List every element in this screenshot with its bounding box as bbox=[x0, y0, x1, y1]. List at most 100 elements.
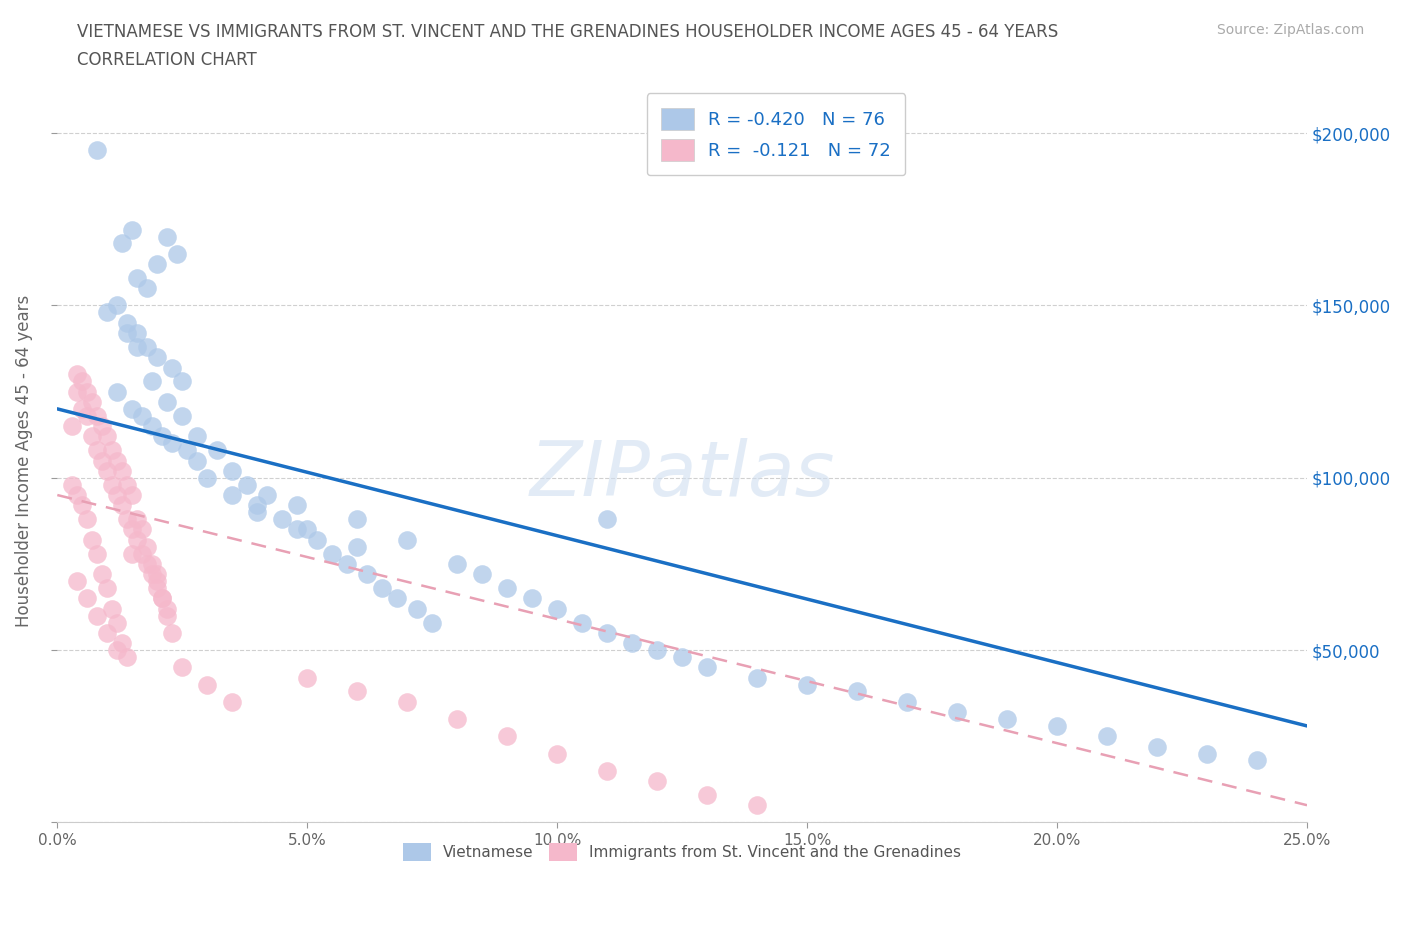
Point bbox=[546, 602, 568, 617]
Point bbox=[446, 711, 468, 726]
Point bbox=[105, 643, 128, 658]
Point bbox=[522, 591, 544, 605]
Point bbox=[66, 487, 89, 502]
Point bbox=[96, 305, 118, 320]
Point bbox=[1095, 729, 1118, 744]
Point bbox=[117, 649, 139, 664]
Text: CORRELATION CHART: CORRELATION CHART bbox=[77, 51, 257, 69]
Point bbox=[91, 418, 114, 433]
Text: Source: ZipAtlas.com: Source: ZipAtlas.com bbox=[1216, 23, 1364, 37]
Point bbox=[60, 418, 83, 433]
Point bbox=[127, 326, 149, 340]
Point bbox=[946, 705, 969, 720]
Point bbox=[66, 367, 89, 382]
Point bbox=[346, 684, 368, 699]
Point bbox=[117, 477, 139, 492]
Point bbox=[156, 608, 179, 623]
Point bbox=[156, 229, 179, 244]
Point bbox=[406, 602, 429, 617]
Point bbox=[131, 522, 153, 537]
Point bbox=[186, 453, 208, 468]
Point bbox=[346, 512, 368, 526]
Point bbox=[420, 615, 443, 630]
Point bbox=[596, 764, 619, 778]
Point bbox=[96, 463, 118, 478]
Point bbox=[221, 695, 243, 710]
Point bbox=[1246, 753, 1268, 768]
Point bbox=[172, 374, 194, 389]
Point bbox=[150, 591, 173, 605]
Point bbox=[346, 539, 368, 554]
Point bbox=[221, 463, 243, 478]
Point bbox=[596, 626, 619, 641]
Point bbox=[307, 532, 329, 547]
Point bbox=[186, 429, 208, 444]
Point bbox=[121, 546, 143, 561]
Point bbox=[72, 498, 94, 512]
Point bbox=[76, 408, 98, 423]
Point bbox=[76, 512, 98, 526]
Point bbox=[82, 429, 104, 444]
Point bbox=[846, 684, 869, 699]
Point bbox=[121, 222, 143, 237]
Point bbox=[271, 512, 294, 526]
Point bbox=[156, 602, 179, 617]
Point bbox=[207, 443, 229, 458]
Point bbox=[111, 236, 134, 251]
Point bbox=[136, 339, 159, 354]
Point bbox=[221, 487, 243, 502]
Point bbox=[285, 522, 308, 537]
Point bbox=[162, 626, 184, 641]
Point bbox=[596, 512, 619, 526]
Text: ZIPatlas: ZIPatlas bbox=[530, 438, 835, 512]
Point bbox=[1195, 746, 1218, 761]
Point bbox=[127, 532, 149, 547]
Point bbox=[546, 746, 568, 761]
Text: VIETNAMESE VS IMMIGRANTS FROM ST. VINCENT AND THE GRENADINES HOUSEHOLDER INCOME : VIETNAMESE VS IMMIGRANTS FROM ST. VINCEN… bbox=[77, 23, 1059, 41]
Point bbox=[111, 463, 134, 478]
Point bbox=[496, 729, 519, 744]
Point bbox=[146, 350, 169, 365]
Point bbox=[136, 539, 159, 554]
Point bbox=[86, 408, 108, 423]
Point bbox=[131, 408, 153, 423]
Point bbox=[246, 498, 269, 512]
Point bbox=[136, 556, 159, 571]
Legend: Vietnamese, Immigrants from St. Vincent and the Grenadines: Vietnamese, Immigrants from St. Vincent … bbox=[396, 835, 969, 869]
Point bbox=[76, 384, 98, 399]
Point bbox=[336, 556, 359, 571]
Point bbox=[86, 608, 108, 623]
Point bbox=[246, 505, 269, 520]
Point bbox=[166, 246, 188, 261]
Point bbox=[96, 429, 118, 444]
Point bbox=[136, 281, 159, 296]
Point bbox=[162, 436, 184, 451]
Point bbox=[86, 546, 108, 561]
Point bbox=[66, 574, 89, 589]
Point bbox=[696, 660, 718, 675]
Point bbox=[995, 711, 1018, 726]
Point bbox=[896, 695, 918, 710]
Point bbox=[297, 522, 319, 537]
Point bbox=[387, 591, 409, 605]
Point bbox=[446, 556, 468, 571]
Point bbox=[105, 453, 128, 468]
Point bbox=[101, 443, 124, 458]
Point bbox=[285, 498, 308, 512]
Point bbox=[127, 339, 149, 354]
Point bbox=[471, 567, 494, 582]
Point bbox=[796, 677, 818, 692]
Point bbox=[105, 384, 128, 399]
Point bbox=[195, 471, 218, 485]
Point bbox=[176, 443, 198, 458]
Point bbox=[172, 408, 194, 423]
Point bbox=[141, 567, 163, 582]
Point bbox=[96, 626, 118, 641]
Point bbox=[72, 374, 94, 389]
Point bbox=[256, 487, 278, 502]
Point bbox=[131, 546, 153, 561]
Point bbox=[696, 788, 718, 803]
Point bbox=[111, 636, 134, 651]
Point bbox=[66, 384, 89, 399]
Point bbox=[195, 677, 218, 692]
